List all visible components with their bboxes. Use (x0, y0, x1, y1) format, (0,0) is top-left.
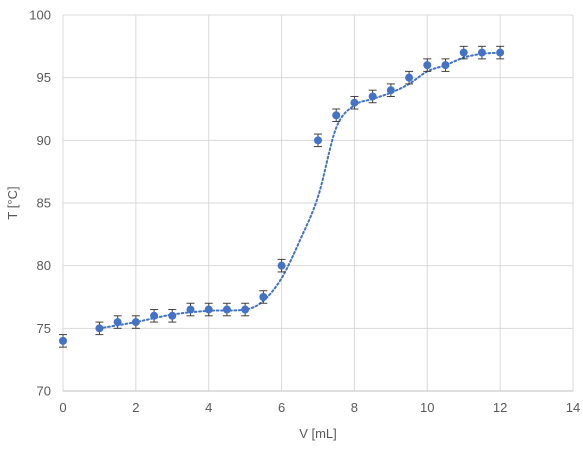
data-point (386, 86, 395, 95)
data-point (332, 111, 341, 120)
trendline-path (98, 51, 502, 330)
error-bars (59, 45, 505, 348)
y-tick-label: 75 (37, 321, 51, 336)
y-axis-title: T [°C] (5, 186, 20, 219)
data-point (113, 318, 122, 327)
data-point (186, 305, 195, 314)
gridlines (62, 14, 574, 392)
y-tick-label: 95 (37, 70, 51, 85)
data-point (222, 305, 231, 314)
y-tick-label: 85 (37, 196, 51, 211)
x-tick-label: 14 (566, 400, 580, 415)
data-point (496, 48, 505, 57)
trendline (98, 51, 502, 330)
data-point (241, 305, 250, 314)
data-point (59, 336, 67, 345)
x-tick-label: 8 (351, 400, 358, 415)
data-point (314, 136, 322, 145)
data-point (150, 311, 159, 320)
data-point (204, 305, 213, 314)
data-point (168, 311, 177, 320)
data-point (259, 293, 268, 301)
y-tick-label: 70 (37, 384, 51, 399)
x-tick-label: 0 (59, 400, 66, 415)
data-point (131, 318, 140, 327)
x-tick-label: 10 (420, 400, 434, 415)
data-point (441, 61, 450, 70)
y-tick-label: 80 (37, 258, 51, 273)
data-point (459, 48, 468, 57)
x-tick-label: 12 (493, 400, 507, 415)
data-point (405, 73, 414, 82)
tick-labels: 0 2 4 6 8 10 12 14 70 75 80 85 90 95 100 (29, 8, 580, 416)
data-point (423, 61, 432, 70)
data-point (95, 324, 104, 333)
x-tick-label: 2 (132, 400, 139, 415)
x-tick-label: 4 (205, 400, 212, 415)
data-point (277, 261, 286, 270)
data-point (350, 98, 359, 107)
data-point (477, 48, 486, 57)
x-axis-title: V [mL] (299, 426, 337, 441)
data-point (368, 92, 377, 101)
y-tick-label: 100 (29, 8, 51, 23)
x-tick-label: 6 (278, 400, 285, 415)
y-tick-label: 90 (37, 133, 51, 148)
data-points (59, 48, 505, 345)
